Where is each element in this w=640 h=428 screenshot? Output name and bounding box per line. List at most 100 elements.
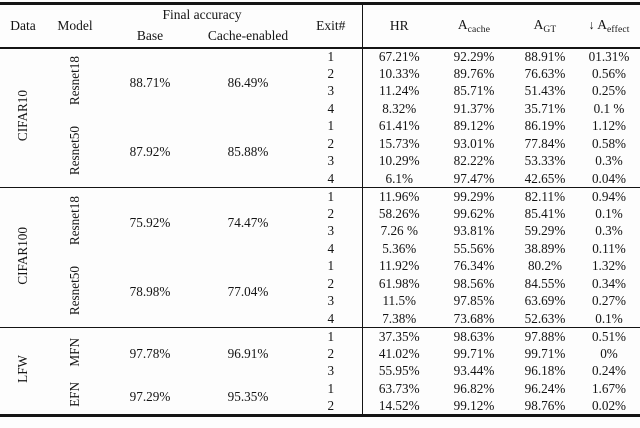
- hr-cell: 37.35%: [362, 327, 436, 345]
- a-cache-cell: 98.56%: [453, 275, 495, 291]
- a-gt-cell: 88.91%: [512, 46, 578, 65]
- model-label-text: EFN: [67, 382, 83, 408]
- table-row: 3 55.95% 93.44% 96.18% 0.24%: [0, 362, 640, 380]
- a-cache-cell: 93.81%: [453, 223, 495, 239]
- hr-cell: 67.21%: [362, 46, 436, 65]
- a-cache-cell: 96.82%: [453, 380, 495, 396]
- table-header: Data Model Final accuracy Exit# HR Acach…: [0, 3, 640, 48]
- hr-cell: 61.98%: [378, 275, 420, 291]
- a-effect-cell: 1.32%: [591, 258, 627, 274]
- a-cache-cell: 99.71%: [453, 345, 495, 361]
- exit-number-cell: 3: [300, 362, 363, 380]
- a-cache-cell: 82.22%: [453, 153, 495, 169]
- exit-number-cell: 2: [300, 135, 363, 153]
- a-gt-cell: 35.71%: [524, 100, 566, 116]
- a-cache-cell: 85.71%: [453, 83, 495, 99]
- table-row: 3 10.29% 82.22% 53.33% 0.3%: [0, 152, 640, 170]
- a-gt-cell: 77.84%: [524, 135, 566, 151]
- table-row: Resnet50 78.98% 77.04% 1 11.92% 76.34% 80.2% 1.…: [0, 257, 640, 315]
- table-row: 2 58.26% 99.62% 85.41% 0.1%: [0, 205, 640, 223]
- col-header-data: Data: [10, 17, 36, 33]
- a-gt-cell: 76.63%: [524, 65, 566, 81]
- a-cache-cell: 93.01%: [453, 135, 495, 151]
- a-effect-cell: 0.11%: [592, 240, 626, 256]
- a-gt-cell: 38.89%: [524, 240, 566, 256]
- hr-cell: 5.36%: [382, 240, 417, 256]
- a-gt-cell: 99.71%: [524, 345, 566, 361]
- table-body: CIFAR10 Resnet18 88.71% 86.49% 1 67.21% 92.29%…: [0, 46, 640, 415]
- a-effect-cell: 01.31%: [578, 46, 640, 65]
- a-gt-cell: 59.29%: [524, 223, 566, 239]
- a-effect-cell: 0.3%: [595, 223, 623, 239]
- col-header-a-cache: Acache: [436, 4, 512, 48]
- a-cache-cell: 76.34%: [453, 258, 495, 274]
- a-gt-cell: 53.33%: [524, 153, 566, 169]
- table-row: 2 41.02% 99.71% 99.71% 0%: [0, 345, 640, 363]
- cache-enabled-accuracy-cell: 74.47%: [196, 187, 300, 258]
- table-row: 4 7.38% 73.68% 52.63% 0.1%: [0, 310, 640, 328]
- dataset-label: CIFAR100: [0, 187, 46, 328]
- hr-cell: 15.73%: [378, 135, 420, 151]
- model-label: MFN: [46, 327, 104, 380]
- a-effect-cell: 0.56%: [591, 65, 627, 81]
- exit-number-cell: 1: [300, 46, 363, 65]
- hr-cell: 61.41%: [378, 118, 420, 134]
- table-row: EFN 97.29% 95.35% 1 63.73% 96.82% 96.24% 1.67%: [0, 380, 640, 407]
- hr-cell: 63.73%: [378, 380, 420, 396]
- cache-enabled-accuracy-cell: 86.49%: [196, 46, 300, 118]
- a-effect-cell: 1.67%: [591, 380, 627, 396]
- a-gt-cell: 97.88%: [512, 327, 578, 345]
- table-row: 2 10.33% 89.76% 76.63% 0.56%: [0, 65, 640, 83]
- table-row: CIFAR10 Resnet18 88.71% 86.49% 1 67.21% 92.29%…: [0, 46, 640, 188]
- a-effect-cell: 0.02%: [591, 397, 627, 413]
- a-effect-cell: 0.24%: [591, 363, 627, 379]
- model-label-text: MFN: [67, 337, 83, 367]
- header-row-1: Data Model Final accuracy Exit# HR Acach…: [0, 3, 640, 48]
- model-label: Resnet18: [46, 46, 104, 118]
- a-cache-cell: 92.29%: [436, 46, 512, 65]
- exit-number-cell: 3: [300, 152, 363, 170]
- base-accuracy-cell: 88.71%: [104, 46, 196, 118]
- cache-enabled-accuracy-cell: 96.91%: [196, 327, 300, 380]
- hr-cell: 10.33%: [378, 65, 420, 81]
- table-row: 4 5.36% 55.56% 38.89% 0.11%: [0, 240, 640, 258]
- hr-cell: 11.5%: [382, 293, 417, 309]
- a-effect-cell: 0.34%: [591, 275, 627, 291]
- col-header-cache-enabled: Cache-enabled: [207, 28, 289, 43]
- table-row: 3 11.5% 97.85% 63.69% 0.27%: [0, 292, 640, 310]
- model-label-text: Resnet18: [67, 196, 83, 246]
- exit-number-cell: 2: [300, 345, 363, 363]
- col-header-model: Model: [57, 17, 93, 33]
- a-effect-cell: 0.94%: [578, 187, 640, 205]
- a-gt-cell: 84.55%: [524, 275, 566, 291]
- a-gt-cell: 52.63%: [524, 310, 566, 326]
- base-accuracy-cell: 87.92%: [129, 144, 171, 160]
- a-cache-cell: 98.63%: [436, 327, 512, 345]
- table-row: 3 11.24% 85.71% 51.43% 0.25%: [0, 82, 640, 100]
- a-gt-cell: 42.65%: [524, 170, 566, 186]
- hr-cell: 11.24%: [379, 83, 420, 99]
- exit-number-cell: 1: [300, 380, 363, 398]
- hr-cell: 55.95%: [378, 363, 420, 379]
- model-label: Resnet50: [46, 118, 104, 188]
- a-effect-cell: 1.12%: [591, 118, 627, 134]
- hr-cell: 11.96%: [362, 187, 436, 205]
- a-cache-cell: 55.56%: [453, 240, 495, 256]
- dataset-label: LFW: [0, 327, 46, 415]
- header-row-2: Base Cache-enabled: [0, 26, 640, 48]
- a-gt-cell: 96.24%: [524, 380, 566, 396]
- a-cache-cell: 89.76%: [453, 65, 495, 81]
- exit-number-cell: 3: [300, 82, 363, 100]
- a-effect-cell: 0.51%: [578, 327, 640, 345]
- exit-number-cell: 1: [300, 257, 363, 275]
- a-effect-cell: 0.04%: [591, 170, 627, 186]
- col-header-a-gt: AGT: [512, 4, 578, 48]
- a-cache-cell: 99.29%: [436, 187, 512, 205]
- a-cache-cell: 99.12%: [453, 397, 495, 413]
- exit-number-cell: 2: [300, 275, 363, 293]
- a-cache-cell: 93.44%: [453, 363, 495, 379]
- a-gt-cell: 63.69%: [524, 293, 566, 309]
- exit-number-cell: 2: [300, 397, 363, 415]
- exit-number-cell: 2: [300, 65, 363, 83]
